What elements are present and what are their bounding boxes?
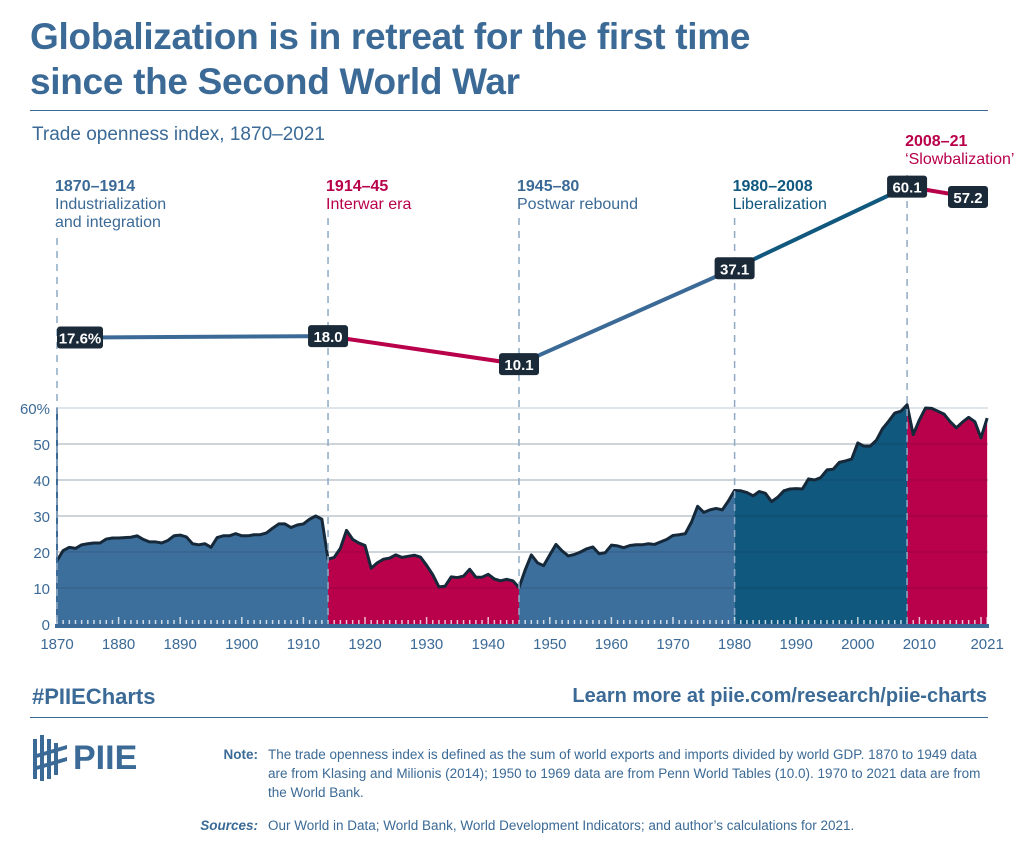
summary-value-box: [887, 175, 928, 198]
summary-value-box: [57, 326, 103, 349]
summary-value-box: [714, 257, 755, 280]
piie-logo-icon: [33, 735, 67, 781]
x-axis-line: [55, 624, 989, 628]
summary-line-segment: [733, 184, 908, 271]
summary-value-box: [948, 185, 988, 208]
summary-value-label: 18.0: [313, 329, 342, 346]
x-tick-label: 1920: [348, 636, 381, 653]
era-area: [519, 490, 735, 624]
x-tick-label: 2000: [841, 636, 874, 653]
era-name-label: ‘Slowbalization’: [905, 151, 1014, 168]
summary-value-label: 10.1: [504, 357, 533, 374]
summary-value-label: 17.6%: [59, 331, 102, 348]
x-tick-label: 2021: [970, 636, 1003, 653]
summary-line-segment: [327, 334, 520, 367]
x-tick-label: 1940: [472, 636, 505, 653]
era-name-label: Interwar era: [326, 196, 411, 213]
x-tick-label: 1910: [287, 636, 320, 653]
era-range-label: 1980–2008: [733, 178, 813, 195]
logo-text: PIIE: [73, 738, 138, 777]
era-area: [734, 404, 908, 624]
notes-block: Note: The trade openness index is define…: [190, 745, 990, 844]
note-row: Note: The trade openness index is define…: [190, 745, 990, 802]
era-area: [328, 530, 519, 624]
era-range-label: 1914–45: [326, 178, 388, 195]
era-range-label: 1870–1914: [55, 178, 135, 195]
x-tick-label: 1990: [780, 636, 813, 653]
x-tick-label: 1930: [410, 636, 443, 653]
summary-value-label: 57.2: [953, 190, 982, 207]
summary-line-segment: [518, 266, 736, 366]
summary-value-label: 60.1: [892, 180, 921, 197]
note-text: The trade openness index is defined as t…: [268, 747, 981, 800]
x-tick-label: 1960: [595, 636, 628, 653]
sources-text: Our World in Data; World Bank, World Dev…: [268, 818, 855, 833]
sources-label: Sources:: [200, 818, 258, 833]
title-line-2: since the Second World War: [30, 61, 520, 102]
y-tick-label: 50: [33, 437, 50, 454]
hashtag: #PIIECharts: [32, 684, 156, 709]
x-tick-label: 1900: [225, 636, 258, 653]
x-tick-label: 1970: [656, 636, 689, 653]
x-tick-label: 2010: [903, 636, 936, 653]
footer-divider: [30, 717, 988, 718]
y-tick-label: 20: [33, 545, 50, 562]
x-tick-label: 1890: [164, 636, 197, 653]
y-tick-label: 10: [33, 581, 50, 598]
title-divider: [30, 110, 988, 111]
title-line-1: Globalization is in retreat for the firs…: [30, 16, 751, 57]
note-label: Note:: [223, 747, 259, 762]
era-range-label: 2008–21: [905, 133, 967, 150]
piie-logo: PIIE: [33, 735, 137, 781]
era-name-label: Industrialization: [55, 196, 166, 213]
series-outline: [55, 403, 989, 590]
summary-value-box: [499, 353, 539, 376]
y-tick-label: 60%: [20, 401, 50, 418]
summary-value-box: [308, 325, 349, 348]
era-area: [907, 404, 988, 624]
era-range-label: 1945–80: [517, 178, 579, 195]
x-tick-label: 1980: [718, 636, 751, 653]
x-tick-label: 1880: [102, 636, 135, 653]
summary-line-segment: [89, 334, 329, 340]
chart-title: Globalization is in retreat for the firs…: [30, 14, 750, 104]
x-tick-label: 1950: [533, 636, 566, 653]
y-tick-label: 0: [42, 617, 50, 634]
learn-more-link[interactable]: Learn more at piie.com/research/piie-cha…: [572, 685, 987, 707]
y-tick-label: 30: [33, 509, 50, 526]
x-tick-label: 1870: [40, 636, 73, 653]
era-area: [57, 516, 329, 624]
era-name-label: Liberalization: [733, 196, 827, 213]
chart-subtitle: Trade openness index, 1870–2021: [32, 124, 325, 145]
era-name-label: Postwar rebound: [517, 196, 638, 213]
summary-value-label: 37.1: [720, 261, 749, 278]
sources-row: Sources: Our World in Data; World Bank, …: [190, 816, 990, 835]
era-name-label: and integration: [55, 214, 161, 231]
y-tick-label: 40: [33, 473, 50, 490]
